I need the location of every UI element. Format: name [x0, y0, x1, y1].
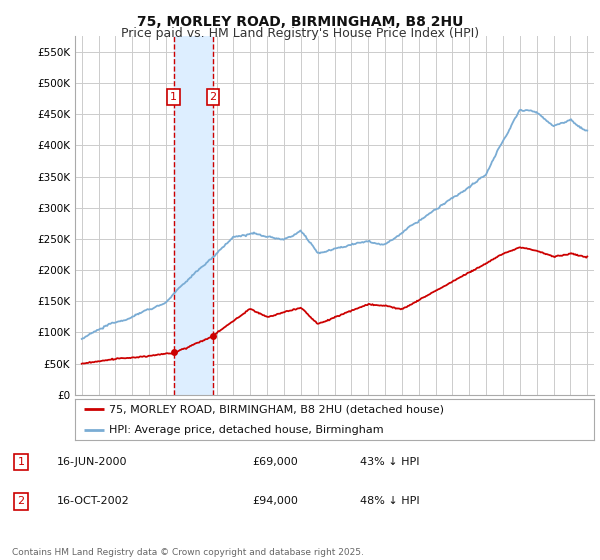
Text: 2: 2: [17, 496, 25, 506]
Bar: [174, 36, 213, 395]
Text: 43% ↓ HPI: 43% ↓ HPI: [360, 457, 419, 467]
Text: Contains HM Land Registry data © Crown copyright and database right 2025.
This d: Contains HM Land Registry data © Crown c…: [12, 548, 364, 560]
Text: HPI: Average price, detached house, Birmingham: HPI: Average price, detached house, Birm…: [109, 424, 383, 435]
Text: Price paid vs. HM Land Registry's House Price Index (HPI): Price paid vs. HM Land Registry's House …: [121, 27, 479, 40]
Text: £69,000: £69,000: [252, 457, 298, 467]
Text: 1: 1: [170, 92, 177, 102]
Text: 48% ↓ HPI: 48% ↓ HPI: [360, 496, 419, 506]
Text: 16-OCT-2002: 16-OCT-2002: [57, 496, 130, 506]
Text: 1: 1: [17, 457, 25, 467]
Text: 75, MORLEY ROAD, BIRMINGHAM, B8 2HU (detached house): 75, MORLEY ROAD, BIRMINGHAM, B8 2HU (det…: [109, 404, 444, 414]
Text: £94,000: £94,000: [252, 496, 298, 506]
Text: 75, MORLEY ROAD, BIRMINGHAM, B8 2HU: 75, MORLEY ROAD, BIRMINGHAM, B8 2HU: [137, 15, 463, 29]
Text: 16-JUN-2000: 16-JUN-2000: [57, 457, 128, 467]
Text: 2: 2: [209, 92, 217, 102]
